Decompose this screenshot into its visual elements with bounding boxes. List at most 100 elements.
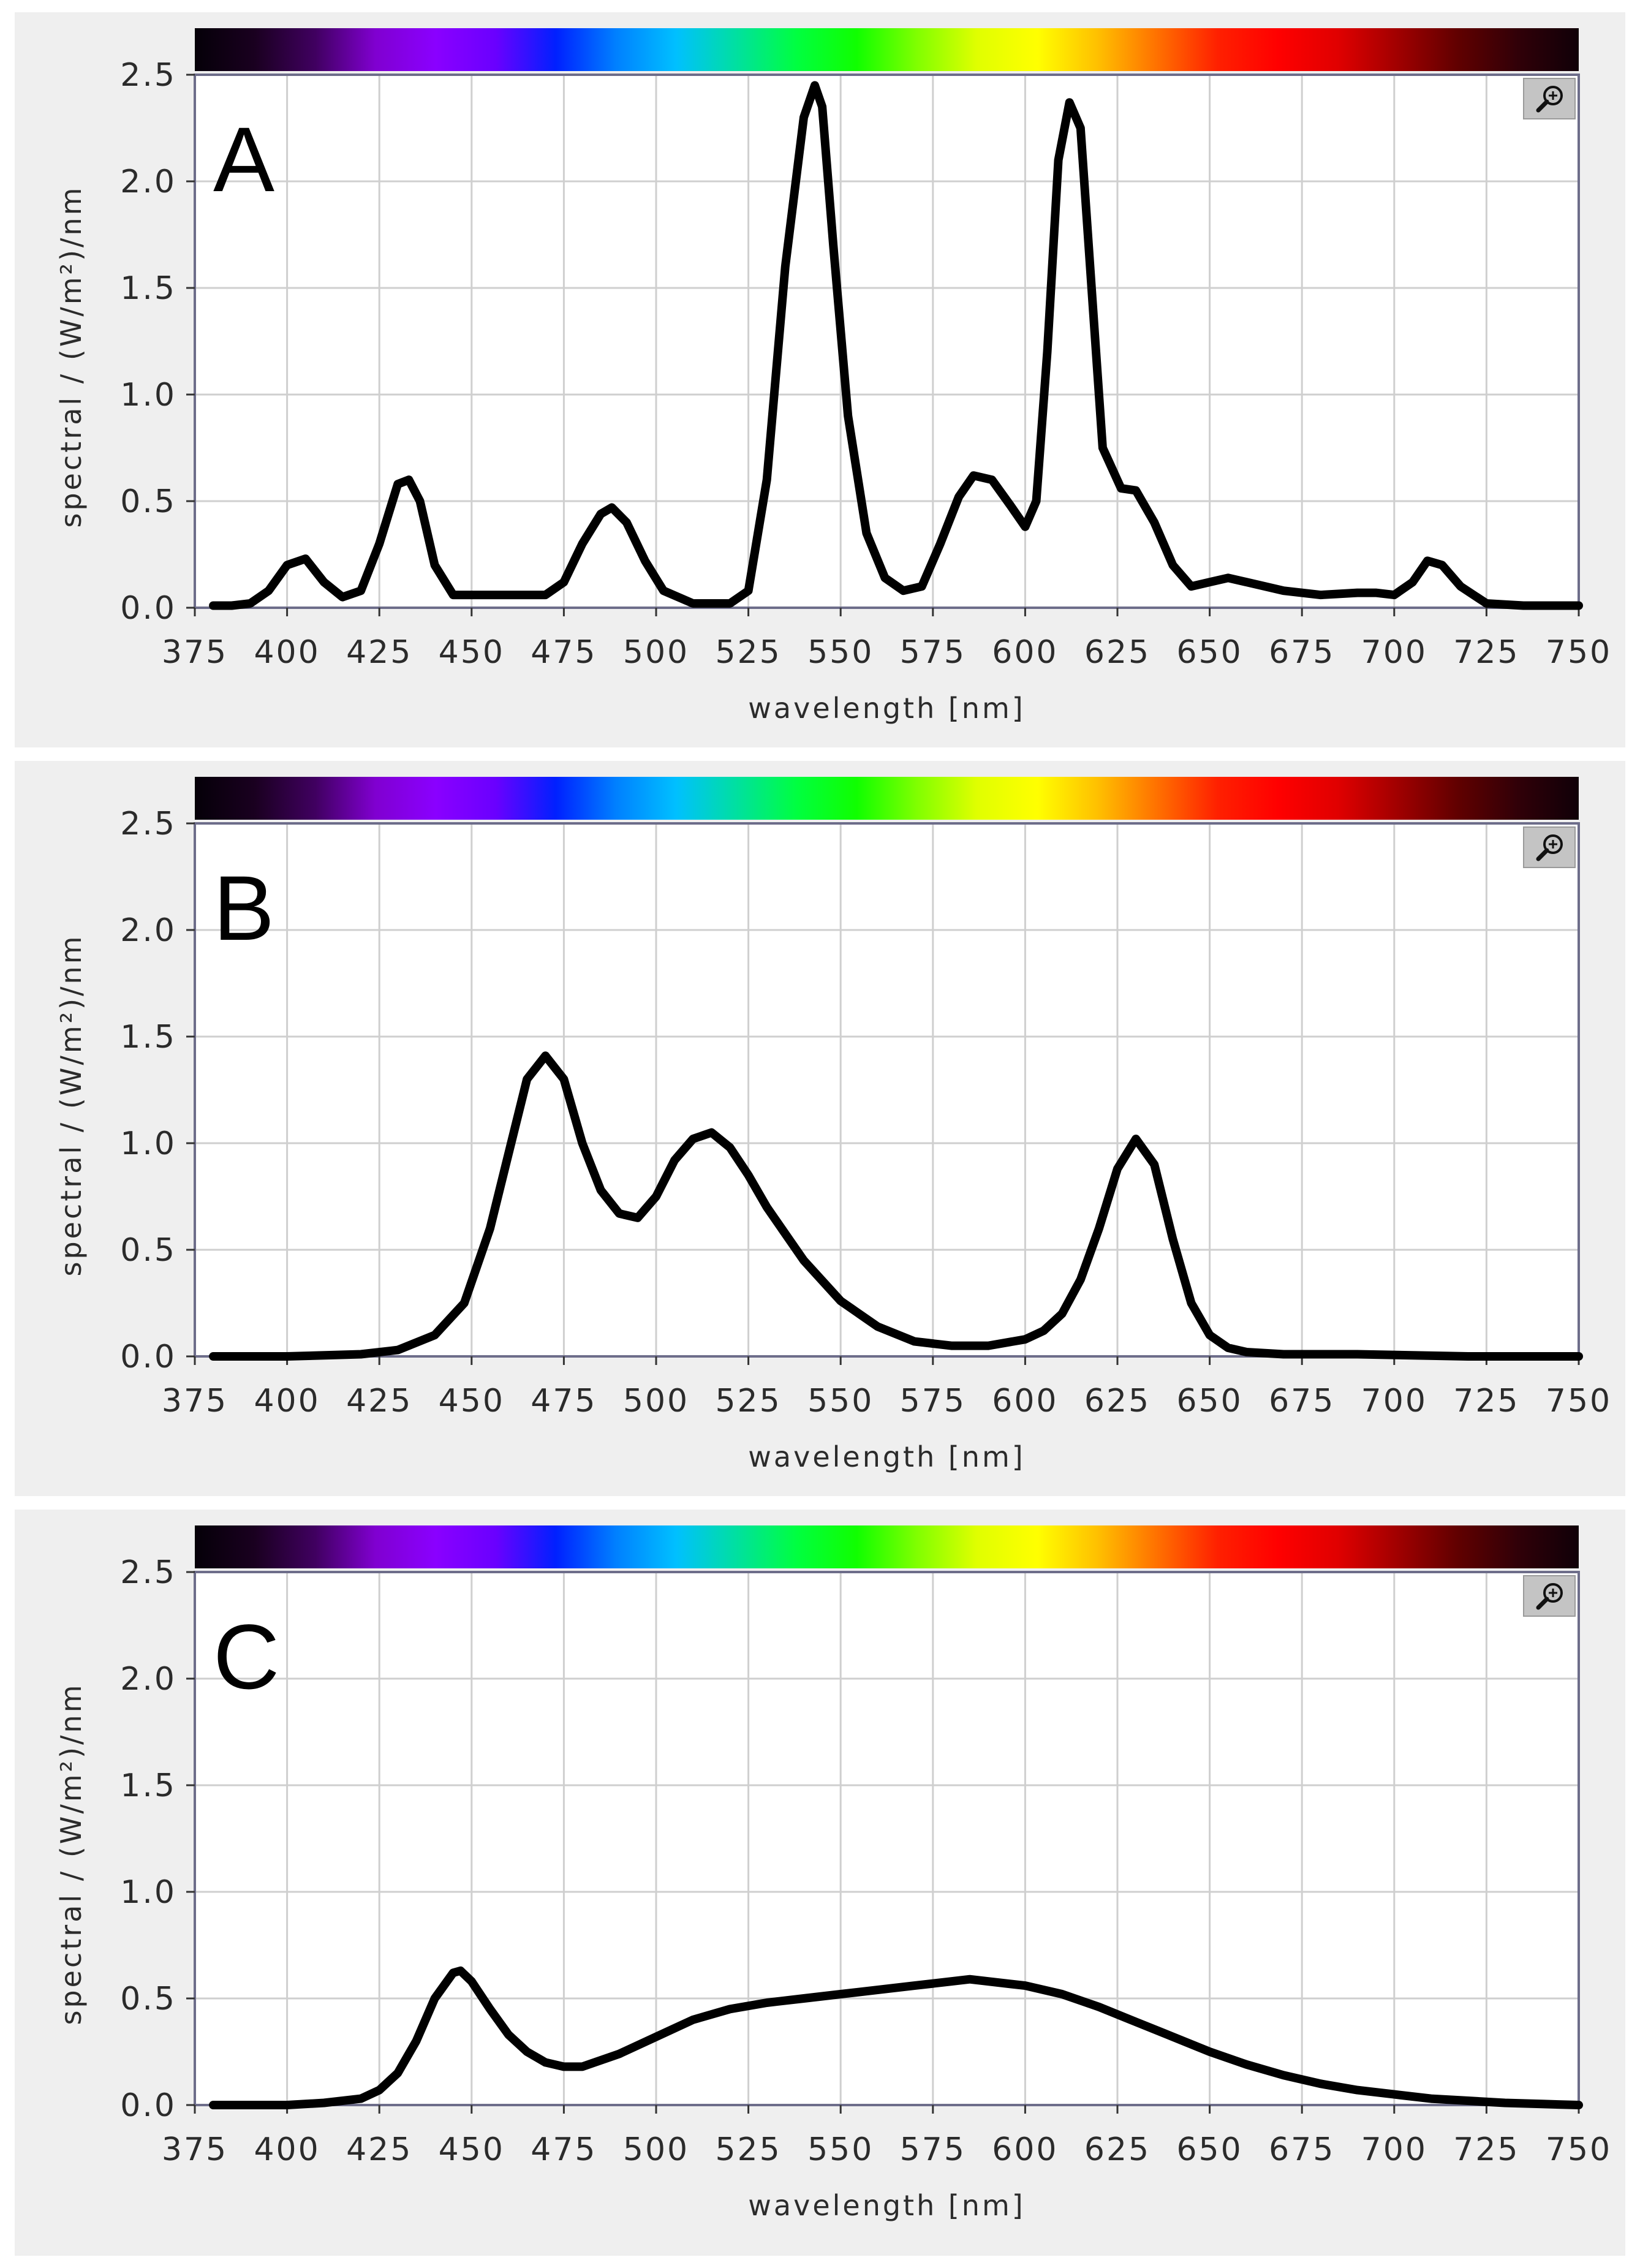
zoom-in-icon (1536, 86, 1563, 113)
chart-c-plot-area (195, 1572, 1579, 2105)
chart-a-x-tick-label: 400 (254, 634, 320, 671)
chart-b-y-axis-label: spectral / (W/m²)/nm (55, 934, 88, 1276)
chart-b-plot-frame (194, 822, 1580, 1358)
chart-b-y-tick-label: 1.5 (120, 1019, 176, 1056)
chart-c-x-tick-label: 375 (162, 2131, 228, 2168)
chart-b-x-tick-label: 400 (254, 1383, 320, 1419)
chart-b-x-tick-label: 500 (623, 1383, 689, 1419)
chart-a-x-tick-label: 600 (992, 634, 1058, 671)
chart-b-x-tick-label: 625 (1084, 1383, 1151, 1419)
chart-b-y-tick-label: 0.0 (120, 1339, 176, 1375)
chart-b-y-tick-label: 0.5 (120, 1232, 176, 1269)
chart-a-x-tick-label: 550 (807, 634, 874, 671)
chart-c-y-tick-label: 1.0 (120, 1874, 176, 1911)
chart-b-svg: 375 400 425 450 475 500 525 550 575 600 625 650 675 7… (55, 777, 1612, 1473)
zoom-handle (1536, 1597, 1549, 1610)
chart-b-x-tick-label: 375 (162, 1383, 228, 1419)
zoom-in-icon (1536, 1583, 1563, 1610)
chart-b-zoom-button-bg[interactable] (1523, 826, 1576, 868)
chart-c-y-tick-label: 0.0 (120, 2087, 176, 2124)
chart-b-x-tick-label: 750 (1546, 1383, 1612, 1419)
chart-a-y-tick-label: 0.5 (120, 483, 176, 520)
chart-a-svg: 375 400 425 450 475 500 525 550 575 600 625 650 675 7… (55, 28, 1612, 725)
chart-a-x-axis-label: wavelength [nm] (748, 692, 1025, 725)
chart-c-x-tick-label: 550 (807, 2131, 874, 2168)
chart-a-y-tick-label: 0.0 (120, 590, 176, 627)
chart-a-x-tick-label: 700 (1361, 634, 1427, 671)
chart-panel-b: 375 400 425 450 475 500 525 550 575 600 625 650 675 7… (15, 761, 1625, 1496)
chart-a-y-tick-label: 1.0 (120, 377, 176, 414)
chart-b-x-tick-label: 575 (900, 1383, 966, 1419)
zoom-handle (1536, 99, 1549, 113)
chart-c-spectrum-bar (195, 1525, 1579, 1568)
chart-panel-c: 375 400 425 450 475 500 525 550 575 600 625 650 675 7… (15, 1510, 1625, 2256)
chart-a-x-tick-label: 675 (1269, 634, 1335, 671)
chart-b-x-tick-label: 600 (992, 1383, 1058, 1419)
chart-c-y-tick-label: 2.5 (120, 1554, 176, 1591)
chart-b-x-axis-label: wavelength [nm] (748, 1440, 1025, 1473)
chart-a-panel-letter: A (213, 108, 274, 211)
chart-c-x-tick-label: 475 (531, 2131, 597, 2168)
chart-c-panel-letter: C (213, 1605, 279, 1708)
chart-b-x-tick-label: 425 (346, 1383, 412, 1419)
chart-a-x-tick-label: 750 (1546, 634, 1612, 671)
chart-c-x-tick-label: 500 (623, 2131, 689, 2168)
chart-b-x-tick-label: 475 (531, 1383, 597, 1419)
chart-b-spectrum-bar (195, 777, 1579, 820)
zoom-lens (1543, 834, 1563, 854)
chart-c-x-tick-label: 750 (1546, 2131, 1612, 2168)
chart-b-plot-area (195, 823, 1579, 1356)
chart-a-x-tick-label: 375 (162, 634, 228, 671)
chart-b-x-tick-label: 675 (1269, 1383, 1335, 1419)
zoom-lens (1543, 1583, 1563, 1603)
chart-c-x-tick-label: 675 (1269, 2131, 1335, 2168)
chart-c-x-tick-label: 425 (346, 2131, 412, 2168)
chart-a-zoom-button[interactable] (1523, 78, 1576, 119)
chart-c-series-0-line (209, 1966, 1583, 2109)
chart-b-x-tick-label: 700 (1361, 1383, 1427, 1419)
chart-a-x-tick-label: 525 (715, 634, 781, 671)
chart-c-y-tick-label: 0.5 (120, 1981, 176, 2017)
chart-a-y-tick-label: 2.5 (120, 57, 176, 94)
chart-c-zoom-button-bg[interactable] (1523, 1575, 1576, 1617)
chart-c-x-tick-label: 725 (1453, 2131, 1519, 2168)
chart-a-y-axis-label: spectral / (W/m²)/nm (55, 185, 88, 527)
chart-b-series-0-line (209, 1051, 1583, 1361)
chart-c-zoom-button[interactable] (1523, 1575, 1576, 1617)
chart-a-x-tick-label: 625 (1084, 634, 1151, 671)
chart-c-x-tick-label: 625 (1084, 2131, 1151, 2168)
chart-c-svg: 375 400 425 450 475 500 525 550 575 600 625 650 675 7… (55, 1525, 1612, 2222)
chart-b-x-tick-label: 450 (439, 1383, 505, 1419)
chart-panel-a: 375 400 425 450 475 500 525 550 575 600 625 650 675 7… (15, 12, 1625, 747)
chart-a-y-tick-label: 2.0 (120, 164, 176, 200)
chart-c-x-tick-label: 450 (439, 2131, 505, 2168)
chart-a-x-tick-label: 475 (531, 634, 597, 671)
chart-b-x-tick-label: 525 (715, 1383, 781, 1419)
chart-c-x-tick-label: 525 (715, 2131, 781, 2168)
zoom-in-icon (1536, 834, 1563, 861)
chart-a-zoom-button-bg[interactable] (1523, 78, 1576, 119)
chart-b-x-tick-label: 725 (1453, 1383, 1519, 1419)
chart-a-x-tick-label: 450 (439, 634, 505, 671)
chart-c-plot-frame (194, 1571, 1580, 2106)
chart-a-x-tick-label: 500 (623, 634, 689, 671)
chart-c-x-tick-label: 700 (1361, 2131, 1427, 2168)
chart-a-x-tick-label: 725 (1453, 634, 1519, 671)
chart-b-y-tick-label: 2.5 (120, 806, 176, 842)
chart-b-y-tick-label: 1.0 (120, 1125, 176, 1162)
chart-b-panel-letter: B (213, 856, 274, 959)
chart-c-x-tick-label: 600 (992, 2131, 1058, 2168)
chart-c-y-tick-label: 2.0 (120, 1661, 176, 1698)
chart-c-x-tick-label: 650 (1176, 2131, 1242, 2168)
chart-a-plot-frame (194, 74, 1580, 609)
chart-a-y-tick-label: 1.5 (120, 270, 176, 307)
chart-c-y-axis-label: spectral / (W/m²)/nm (55, 1682, 88, 2025)
chart-c-x-tick-label: 575 (900, 2131, 966, 2168)
chart-c-x-axis-label: wavelength [nm] (748, 2189, 1025, 2222)
chart-b-y-tick-label: 2.0 (120, 912, 176, 949)
chart-a-x-tick-label: 425 (346, 634, 412, 671)
chart-a-spectrum-bar (195, 28, 1579, 71)
chart-a-plot-area (195, 75, 1579, 608)
chart-a-series-0-line (209, 81, 1583, 610)
chart-b-zoom-button[interactable] (1523, 826, 1576, 868)
